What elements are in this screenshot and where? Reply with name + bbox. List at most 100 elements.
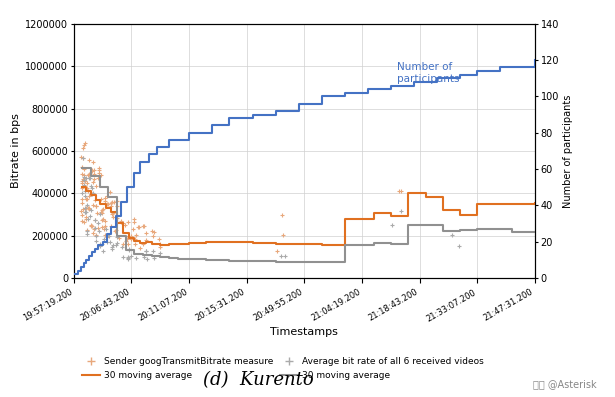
Point	[131, 255, 141, 262]
Point	[109, 198, 119, 205]
Point	[88, 189, 98, 196]
Point	[138, 223, 148, 229]
Point	[97, 210, 106, 216]
Point	[129, 225, 138, 232]
Point	[100, 198, 109, 204]
Point	[93, 220, 103, 226]
Point	[84, 175, 94, 181]
Point	[124, 255, 133, 262]
Point	[97, 207, 106, 213]
Point	[77, 180, 87, 186]
Point	[140, 254, 149, 260]
Point	[89, 226, 98, 233]
Point	[111, 227, 121, 233]
Point	[141, 248, 151, 254]
Point	[114, 235, 124, 241]
Point	[79, 182, 89, 188]
Point	[99, 226, 109, 232]
Point	[109, 228, 119, 234]
Point	[83, 204, 93, 211]
Point	[154, 235, 164, 242]
Point	[121, 237, 131, 244]
Point	[85, 175, 95, 182]
Point	[77, 190, 87, 196]
Point	[78, 155, 88, 161]
Point	[81, 196, 91, 202]
Point	[84, 157, 94, 164]
Point	[147, 227, 157, 234]
Point	[86, 223, 96, 229]
Point	[127, 236, 137, 242]
Point	[148, 233, 158, 239]
Point	[78, 145, 88, 151]
Point	[95, 170, 105, 176]
Point	[84, 205, 94, 211]
Point	[96, 209, 106, 215]
Point	[129, 218, 139, 225]
Point	[102, 193, 112, 199]
Point	[141, 248, 151, 254]
Point	[141, 230, 151, 236]
Point	[116, 219, 126, 225]
Point	[112, 202, 122, 209]
Point	[89, 167, 99, 173]
Point	[139, 223, 149, 229]
Point	[79, 172, 89, 178]
Point	[82, 202, 92, 208]
Point	[106, 189, 116, 195]
Point	[81, 216, 90, 223]
Y-axis label: Bitrate in bps: Bitrate in bps	[11, 114, 21, 188]
Point	[102, 234, 112, 241]
Point	[86, 206, 96, 213]
Point	[138, 241, 148, 247]
Point	[105, 238, 115, 245]
Legend: Sender googTransmitBitrate measure, 30 moving average, Average bit rate of all 6: Sender googTransmitBitrate measure, 30 m…	[78, 354, 487, 383]
Point	[149, 255, 159, 261]
Point	[82, 179, 92, 186]
Point	[103, 200, 113, 207]
Point	[85, 222, 95, 229]
Point	[89, 171, 98, 177]
Point	[90, 183, 100, 190]
Point	[123, 254, 133, 261]
Point	[81, 209, 91, 215]
Point	[95, 166, 105, 173]
Point	[116, 218, 125, 224]
Point	[96, 196, 106, 202]
Point	[280, 253, 290, 259]
Point	[83, 216, 93, 223]
Point	[84, 206, 94, 212]
Point	[81, 205, 90, 212]
Point	[148, 248, 158, 254]
Point	[81, 214, 90, 220]
Point	[277, 212, 287, 218]
Point	[108, 214, 117, 220]
Point	[111, 242, 121, 249]
Point	[79, 206, 89, 212]
Point	[117, 244, 127, 251]
Point	[131, 232, 141, 239]
Point	[118, 220, 128, 227]
Point	[95, 242, 105, 249]
Point	[130, 236, 140, 243]
Point	[89, 202, 98, 208]
Point	[397, 208, 407, 214]
Point	[95, 211, 105, 217]
Point	[87, 167, 97, 173]
Text: Number of
participants: Number of participants	[397, 62, 459, 84]
Point	[155, 244, 165, 250]
Point	[143, 256, 153, 262]
Point	[98, 216, 108, 222]
Point	[101, 226, 111, 232]
Point	[82, 231, 92, 237]
Point	[129, 216, 139, 223]
Point	[87, 223, 97, 229]
Point	[100, 195, 110, 201]
Point	[91, 233, 101, 239]
Point	[118, 241, 128, 247]
Point	[108, 241, 117, 248]
Point	[80, 140, 90, 146]
Point	[81, 193, 90, 199]
Point	[95, 241, 105, 248]
Point	[118, 254, 128, 260]
